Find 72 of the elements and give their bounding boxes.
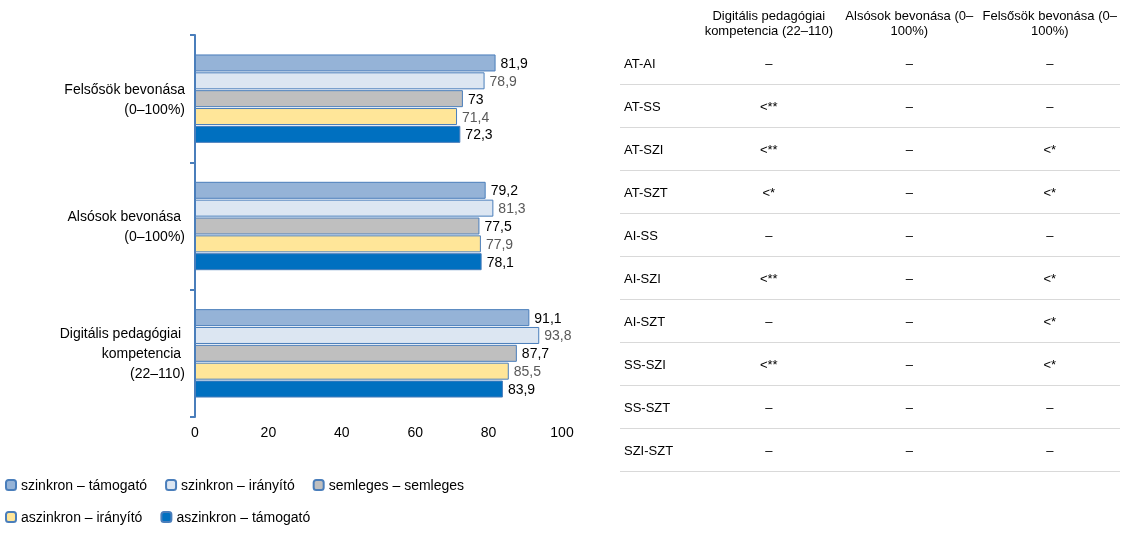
y-tick-label: Felsősök bevonása (0–100%) [64, 80, 186, 117]
x-tick-label: 20 [260, 424, 277, 440]
text: – [1046, 98, 1054, 114]
text: – [905, 356, 913, 372]
text: – [765, 55, 773, 71]
data-label: 71,4 [462, 108, 490, 125]
legend-label: szinkron – irányító [181, 477, 295, 493]
data-label: 81,3 [498, 200, 526, 217]
data-label: 83,9 [507, 381, 536, 398]
text: – [905, 55, 913, 71]
data-label: 78,9 [489, 72, 518, 89]
text: <* [1043, 184, 1057, 200]
legend-label: szinkron – támogató [21, 477, 148, 493]
data-label: 87,7 [521, 345, 550, 362]
text: – [905, 313, 913, 329]
x-tick-label: 60 [407, 424, 424, 440]
category-label: Felsősök bevonása (0–100%) [981, 7, 1118, 40]
data-label: 81,9 [500, 54, 529, 71]
text: – [765, 399, 773, 415]
x-tick-label: 40 [334, 424, 350, 440]
legend-label: semleges – semleges [328, 477, 465, 493]
text: – [765, 227, 773, 243]
category-label: AI-SZT [624, 313, 666, 329]
data-label: 78,1 [486, 253, 515, 270]
x-tick-label: 0 [191, 424, 200, 440]
category-label: AI-SS [624, 227, 658, 243]
text: – [1046, 227, 1054, 243]
data-label: 91,1 [534, 309, 562, 326]
data-label: 93,8 [544, 327, 572, 344]
text: – [905, 270, 913, 286]
text: – [905, 399, 913, 415]
category-label: Alsósok bevonása (0–100%) [844, 7, 975, 40]
text: <** [759, 141, 778, 157]
category-label: AT-AI [624, 55, 656, 71]
x-tick-label: 100 [550, 424, 574, 440]
text: <* [1043, 141, 1057, 157]
legend-label: aszinkron – támogató [176, 509, 311, 525]
y-tick-label: Digitális pedagógiai kompetencia (22–110) [59, 325, 185, 382]
text: – [905, 227, 913, 243]
text: <* [1043, 356, 1057, 372]
text: – [765, 313, 773, 329]
text: – [905, 442, 913, 458]
text: – [905, 141, 913, 157]
data-label: 79,2 [490, 182, 519, 199]
legend-label: aszinkron – irányító [21, 509, 143, 525]
x-tick-label: 80 [480, 424, 497, 440]
text: <** [759, 270, 778, 286]
text: – [1046, 399, 1054, 415]
data-label: 72,3 [465, 126, 493, 143]
y-tick-label: Alsósok bevonása (0–100%) [67, 208, 185, 244]
text: <* [1043, 270, 1057, 286]
category-label: SZI-SZT [624, 442, 674, 458]
category-label: AT-SZI [624, 141, 664, 157]
text: – [905, 184, 913, 200]
data-label: 77,5 [484, 218, 512, 234]
data-label: 73 [467, 90, 484, 107]
text: – [905, 98, 913, 114]
text: <* [1043, 313, 1057, 329]
category-label: SS-SZT [624, 399, 671, 415]
category-label: Digitális pedagógiai kompetencia (22–110) [703, 7, 835, 40]
text: – [1046, 442, 1054, 458]
text: <** [759, 356, 778, 372]
category-label: AT-SS [624, 98, 661, 114]
category-label: AI-SZI [624, 270, 661, 286]
text: <** [759, 98, 778, 114]
text: – [765, 442, 773, 458]
text: – [1046, 55, 1054, 71]
data-label: 85,5 [513, 363, 542, 380]
category-label: SS-SZI [624, 356, 666, 372]
text: <* [762, 184, 776, 200]
data-label: 77,9 [485, 235, 514, 252]
category-label: AT-SZT [624, 184, 668, 200]
